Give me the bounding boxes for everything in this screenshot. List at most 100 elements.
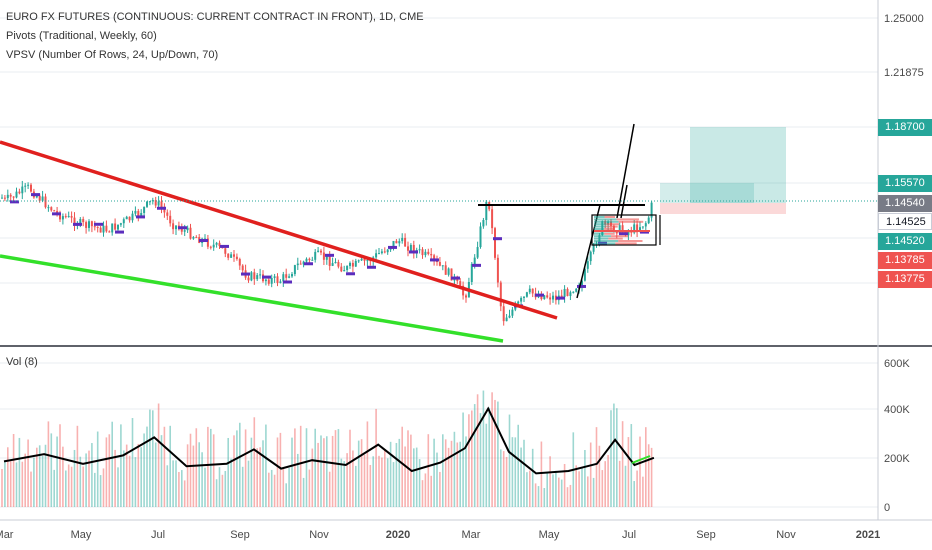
- candle-body: [12, 196, 15, 198]
- candle-body: [317, 250, 320, 252]
- candle-body: [195, 237, 198, 239]
- candle-body: [462, 285, 465, 296]
- candle-body: [99, 227, 102, 233]
- pivot-marker: [577, 284, 586, 288]
- volume-bar: [253, 417, 256, 507]
- candle-body: [3, 197, 6, 199]
- volume-ma-line: [3, 406, 655, 475]
- candle-body: [299, 263, 302, 265]
- candle-body: [169, 215, 172, 224]
- pivot-marker: [367, 265, 376, 269]
- volume-bar: [569, 484, 572, 507]
- candle-body: [276, 276, 279, 283]
- vpsv-row-down: [611, 235, 629, 238]
- volume-bar: [314, 428, 316, 507]
- candle-body: [279, 281, 282, 283]
- candle-body: [61, 216, 64, 220]
- candle-body: [273, 276, 276, 278]
- vpsv-row-down: [618, 240, 643, 242]
- volume-bar: [508, 414, 511, 507]
- volume-bar: [613, 403, 615, 507]
- volume-tick-label: 600K: [884, 358, 910, 370]
- volume-bar: [587, 476, 589, 507]
- candle-body: [90, 221, 93, 227]
- candle-body: [82, 218, 85, 223]
- candle-body: [517, 301, 520, 304]
- price-tag-current: 1.14540: [878, 195, 932, 212]
- volume-bar: [465, 436, 467, 507]
- candle-body: [111, 223, 114, 233]
- candle-body: [494, 228, 496, 258]
- volume-bar: [175, 460, 177, 507]
- volume-bar: [166, 465, 169, 507]
- volume-bar: [108, 434, 111, 507]
- time-tick-label: Jul: [151, 529, 165, 541]
- candle-body: [44, 196, 47, 208]
- volume-bar: [30, 471, 32, 507]
- volume-bar: [439, 471, 441, 507]
- candle-body: [137, 210, 140, 216]
- price-tag-target: 1.18700: [878, 119, 932, 136]
- volume-bar: [444, 439, 447, 507]
- volume-bar: [227, 437, 229, 507]
- volume-bar: [270, 469, 273, 507]
- volume-bar: [12, 434, 15, 507]
- volume-tick-label: 0: [884, 502, 890, 514]
- candle-body: [375, 253, 378, 258]
- vpsv-row-up: [594, 237, 609, 240]
- candle-body: [583, 268, 586, 281]
- volume-bar: [468, 414, 470, 507]
- volume-bar: [581, 467, 583, 507]
- candle-body: [363, 258, 366, 261]
- volume-bar: [128, 455, 131, 507]
- candles: [1, 180, 653, 326]
- candle-body: [633, 224, 636, 233]
- time-tick-label: 2020: [386, 529, 410, 541]
- volume-bar: [639, 436, 641, 507]
- candle-body: [549, 297, 552, 300]
- volume-bar: [320, 435, 322, 507]
- candle-body: [357, 260, 360, 262]
- volume-bar: [33, 457, 35, 507]
- candle-body: [238, 259, 241, 266]
- pivot-marker: [472, 263, 481, 267]
- vpsv-row-up: [594, 223, 607, 226]
- volume-bar: [421, 480, 424, 507]
- volume-bar: [517, 424, 519, 507]
- volume-bar: [369, 464, 372, 507]
- candle-body: [108, 231, 111, 233]
- candle-body: [543, 295, 546, 300]
- candle-body: [572, 291, 575, 293]
- volume-bar: [488, 407, 490, 507]
- pivot-marker: [52, 212, 61, 216]
- vpsv-row-up: [594, 216, 605, 218]
- candle-body: [351, 262, 354, 267]
- volume-bar: [589, 442, 592, 507]
- candle-body: [636, 224, 639, 232]
- pivot-marker: [430, 258, 439, 262]
- pivot-marker: [94, 222, 103, 226]
- volume-bar: [50, 433, 53, 507]
- candle-body: [525, 292, 528, 297]
- candle-body: [73, 217, 76, 226]
- legend-symbol: EURO FX FUTURES (CONTINUOUS: CURRENT CON…: [6, 11, 424, 23]
- candle-body: [70, 216, 73, 218]
- candle-body: [183, 230, 186, 232]
- vpsv-row-down: [618, 220, 644, 223]
- volume-bar: [392, 462, 395, 507]
- candle-body: [215, 242, 218, 245]
- candle-body: [581, 280, 583, 288]
- volume-bar: [372, 456, 374, 507]
- volume-bar: [210, 428, 212, 507]
- volume-bar: [389, 441, 392, 507]
- volume-bar: [485, 423, 488, 507]
- volume-bar: [555, 470, 557, 507]
- volume-bar: [607, 455, 609, 507]
- volume-bar: [386, 458, 389, 507]
- volume-bar: [160, 435, 163, 507]
- green-trendline: [0, 254, 504, 343]
- candle-body: [288, 276, 291, 278]
- volume-bar: [479, 413, 482, 507]
- candle-body: [450, 268, 453, 281]
- candle-body: [349, 262, 351, 266]
